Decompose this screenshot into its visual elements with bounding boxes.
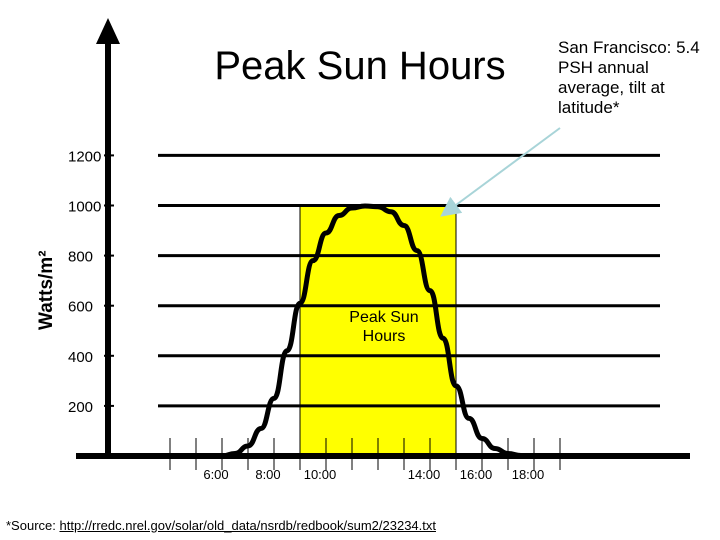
- y-tick-label: 1200: [68, 148, 101, 165]
- source-note: *Source: http://rredc.nrel.gov/solar/old…: [6, 518, 436, 533]
- annotation-note: San Francisco: 5.4 PSH annual average, t…: [558, 38, 700, 117]
- source-prefix: *Source:: [6, 518, 60, 533]
- y-tick-label: 800: [68, 249, 93, 266]
- peak-band-label-line: Peak Sun: [349, 309, 418, 326]
- y-tick-label: 400: [68, 349, 93, 366]
- x-tick-label: 14:00: [408, 467, 441, 482]
- peak-band-label-line: Hours: [363, 328, 406, 345]
- annotation-arrow: [440, 127, 561, 217]
- source-link[interactable]: http://rredc.nrel.gov/solar/old_data/nsr…: [59, 518, 436, 533]
- y-axis-arrow: [96, 18, 120, 44]
- x-tick-label: 6:00: [203, 467, 228, 482]
- peak-sun-band: [299, 205, 457, 457]
- y-axis-label: Watts/m²: [36, 250, 57, 330]
- chart-title: Peak Sun Hours: [214, 44, 506, 88]
- x-tick-label: 10:00: [304, 467, 337, 482]
- x-tick-label: 18:00: [512, 467, 545, 482]
- x-tick-label: 16:00: [460, 467, 493, 482]
- y-tick-label: 200: [68, 399, 93, 416]
- x-tick-label: 8:00: [255, 467, 280, 482]
- y-tick-label: 1000: [68, 199, 101, 216]
- peak-band-label: Peak Sun Hours: [349, 309, 418, 345]
- y-tick-label: 600: [68, 299, 93, 316]
- irradiance-curve: [219, 203, 537, 459]
